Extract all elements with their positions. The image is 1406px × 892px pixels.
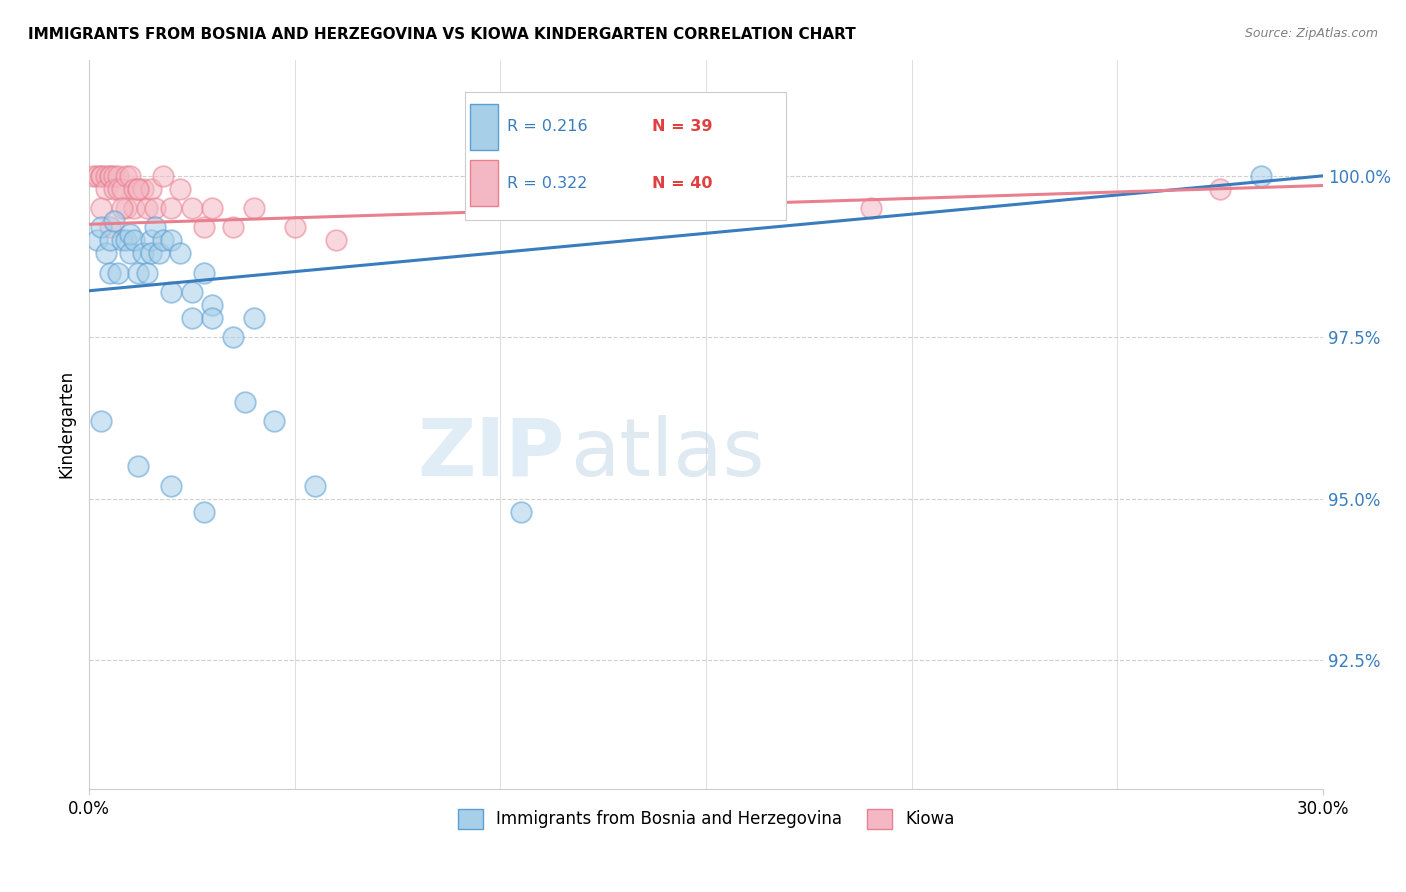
Text: ZIP: ZIP — [418, 415, 564, 492]
Point — [131, 182, 153, 196]
Point — [90, 414, 112, 428]
Point — [160, 201, 183, 215]
Point — [160, 285, 183, 299]
Point — [139, 182, 162, 196]
Point — [98, 169, 121, 183]
Point — [325, 233, 347, 247]
Point — [180, 310, 202, 325]
Point — [98, 233, 121, 247]
Point — [160, 233, 183, 247]
Point — [115, 169, 138, 183]
Point — [98, 266, 121, 280]
Point — [510, 505, 533, 519]
Point — [94, 246, 117, 260]
Point — [124, 201, 146, 215]
Point — [160, 479, 183, 493]
Point — [94, 182, 117, 196]
Point — [193, 505, 215, 519]
Point — [107, 266, 129, 280]
Point — [107, 182, 129, 196]
Point — [180, 201, 202, 215]
Point — [127, 182, 149, 196]
Point — [90, 201, 112, 215]
Point — [193, 266, 215, 280]
Point — [139, 233, 162, 247]
Point — [169, 246, 191, 260]
Point — [111, 182, 134, 196]
Point — [263, 414, 285, 428]
Point — [304, 479, 326, 493]
Y-axis label: Kindergarten: Kindergarten — [58, 370, 75, 478]
Point — [222, 220, 245, 235]
Point — [1250, 169, 1272, 183]
Point — [135, 266, 157, 280]
Point — [90, 169, 112, 183]
Point — [103, 214, 125, 228]
Point — [107, 169, 129, 183]
Point — [111, 233, 134, 247]
Point — [98, 220, 121, 235]
Point — [242, 310, 264, 325]
Point — [98, 169, 121, 183]
Point — [222, 330, 245, 344]
Point — [115, 201, 138, 215]
Point — [111, 201, 134, 215]
Point — [169, 182, 191, 196]
Point — [90, 220, 112, 235]
Point — [82, 169, 104, 183]
Point — [1209, 182, 1232, 196]
Point — [152, 233, 174, 247]
Point — [131, 246, 153, 260]
Point — [120, 227, 142, 241]
Point — [124, 233, 146, 247]
Point — [143, 220, 166, 235]
Point — [859, 201, 882, 215]
Point — [120, 169, 142, 183]
Point — [103, 169, 125, 183]
Point — [86, 169, 108, 183]
Point — [148, 246, 170, 260]
Point — [180, 285, 202, 299]
Point — [284, 220, 307, 235]
Point — [201, 201, 224, 215]
Legend: Immigrants from Bosnia and Herzegovina, Kiowa: Immigrants from Bosnia and Herzegovina, … — [451, 802, 962, 836]
Point — [139, 246, 162, 260]
Point — [127, 266, 149, 280]
Point — [120, 246, 142, 260]
Point — [152, 169, 174, 183]
Point — [193, 220, 215, 235]
Point — [135, 201, 157, 215]
Text: atlas: atlas — [571, 415, 765, 492]
Point — [201, 298, 224, 312]
Point — [143, 201, 166, 215]
Point — [115, 233, 138, 247]
Point — [235, 394, 257, 409]
Point — [127, 459, 149, 474]
Point — [90, 169, 112, 183]
Text: IMMIGRANTS FROM BOSNIA AND HERZEGOVINA VS KIOWA KINDERGARTEN CORRELATION CHART: IMMIGRANTS FROM BOSNIA AND HERZEGOVINA V… — [28, 27, 856, 42]
Point — [103, 182, 125, 196]
Point — [86, 233, 108, 247]
Point — [94, 169, 117, 183]
Point — [242, 201, 264, 215]
Point — [127, 182, 149, 196]
Text: Source: ZipAtlas.com: Source: ZipAtlas.com — [1244, 27, 1378, 40]
Point — [124, 182, 146, 196]
Point — [201, 310, 224, 325]
Point — [675, 169, 697, 183]
